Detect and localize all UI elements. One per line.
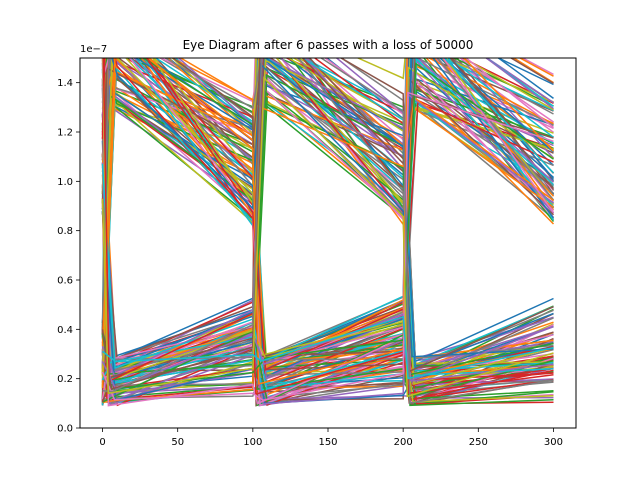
eye-trace: [101, 58, 554, 403]
x-tick-label: 50: [171, 437, 184, 448]
y-tick-label: 0.0: [57, 424, 73, 435]
eye-trace: [101, 58, 554, 386]
x-axis: 0 50 100 150 200 250 300: [99, 428, 563, 448]
eye-trace: [101, 58, 555, 390]
y-tick-label: 0.4: [57, 325, 73, 336]
y-axis: 0.0 0.2 0.4 0.6 0.8 1.0 1.2 1.4: [57, 78, 80, 435]
x-tick-label: 0: [99, 437, 105, 448]
eye-trace: [102, 58, 554, 396]
y-tick-label: 0.8: [57, 226, 73, 237]
x-tick-label: 250: [469, 437, 488, 448]
x-tick-label: 100: [243, 437, 262, 448]
y-offset-text: 1e−7: [80, 44, 107, 55]
y-tick-label: 1.2: [57, 128, 73, 139]
eye-trace: [101, 58, 554, 194]
eye-trace: [101, 58, 555, 385]
eye-trace: [102, 58, 554, 404]
trace-group: [101, 58, 555, 407]
y-tick-label: 1.4: [57, 78, 73, 89]
eye-trace: [101, 58, 555, 407]
eye-trace: [101, 76, 554, 398]
y-tick-label: 1.0: [57, 177, 73, 188]
y-tick-label: 0.6: [57, 276, 73, 287]
chart-title: Eye Diagram after 6 passes with a loss o…: [183, 38, 474, 52]
eye-trace: [102, 315, 554, 380]
x-tick-label: 200: [394, 437, 413, 448]
y-tick-label: 0.2: [57, 374, 73, 385]
eye-trace: [101, 58, 555, 391]
eye-trace: [101, 58, 554, 398]
x-tick-label: 150: [318, 437, 337, 448]
x-tick-label: 300: [544, 437, 563, 448]
eye-trace: [101, 91, 554, 401]
eye-trace: [101, 58, 555, 334]
